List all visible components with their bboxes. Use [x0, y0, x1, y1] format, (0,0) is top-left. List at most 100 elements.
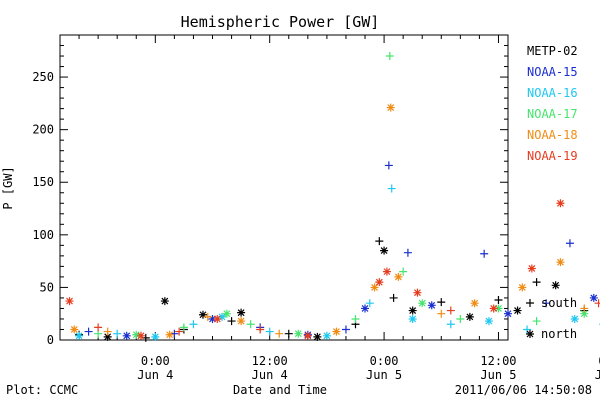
data-point-north [213, 314, 222, 323]
data-point-north [160, 297, 169, 306]
data-point-south [175, 327, 184, 336]
data-point-north [294, 329, 303, 338]
footer-plot-credit: Plot: CCMC [6, 383, 78, 397]
data-point-south [594, 299, 600, 308]
data-point-north [75, 331, 84, 340]
data-point-south [256, 325, 265, 334]
data-point-south [365, 299, 374, 308]
data-point-north [494, 304, 503, 313]
data-point-north [237, 308, 246, 317]
data-point-south [446, 306, 455, 315]
data-point-north [122, 331, 131, 340]
series-metp-02 [75, 237, 589, 342]
x-axis-label: Date and Time [233, 383, 327, 397]
data-point-north [489, 304, 498, 313]
data-point-south [84, 327, 93, 336]
data-point-north [427, 301, 436, 310]
data-point-south [385, 52, 394, 61]
data-point-north [465, 312, 474, 321]
x-tick-label-date: Jun 4 [252, 368, 288, 382]
data-point-north [386, 103, 395, 112]
data-point-south [523, 325, 532, 334]
data-point-south [189, 320, 198, 329]
data-point-south [437, 309, 446, 318]
data-point-south [399, 267, 408, 276]
legend-series-label: NOAA-19 [527, 149, 578, 163]
data-point-south [456, 314, 465, 323]
data-point-north [322, 331, 331, 340]
data-point-north [370, 283, 379, 292]
data-point-north [151, 332, 160, 341]
data-point-north [380, 246, 389, 255]
y-tick-label: 250 [32, 70, 54, 84]
data-point-north [303, 331, 312, 340]
data-point-south [265, 327, 274, 336]
data-point-south [532, 317, 541, 326]
data-point-south [375, 237, 384, 246]
legend-north-marker [526, 330, 534, 338]
legend-series-label: NOAA-16 [527, 86, 578, 100]
x-tick-label-date: Jun 5 [480, 368, 516, 382]
data-point-south [387, 184, 396, 193]
data-point-north [556, 258, 565, 267]
data-point-south [227, 317, 236, 326]
data-point-north [551, 281, 560, 290]
data-point-south [275, 329, 284, 338]
data-point-south [532, 278, 541, 287]
data-point-north [580, 309, 589, 318]
footer-timestamp: 2011/06/06 14:50:08 [455, 383, 592, 397]
data-point-north [518, 283, 527, 292]
data-point-north [332, 327, 341, 336]
data-point-north [382, 267, 391, 276]
data-point-south [179, 323, 188, 332]
legend-series-label: METP-02 [527, 44, 578, 58]
data-point-south [494, 296, 503, 305]
data-point-south [103, 327, 112, 336]
data-point-north [103, 332, 112, 341]
data-point-south [542, 299, 551, 308]
data-point-north [589, 293, 598, 302]
data-point-south [94, 323, 103, 332]
data-point-north [513, 306, 522, 315]
data-point-south [403, 248, 412, 257]
data-point-south [565, 239, 574, 248]
y-tick-label: 50 [40, 280, 54, 294]
chart-title: Hemispheric Power [GW] [181, 13, 380, 31]
data-point-north [65, 297, 74, 306]
x-tick-label-time: 0:00 [370, 354, 399, 368]
series-noaa-18 [70, 103, 589, 339]
data-point-north [237, 317, 246, 326]
data-point-north [470, 299, 479, 308]
legend-marker-label: north [541, 327, 577, 341]
x-tick-label-time: 0:00 [141, 354, 170, 368]
data-point-north [570, 314, 579, 323]
data-point-north [313, 332, 322, 341]
data-point-south [113, 329, 122, 338]
data-point-north [556, 199, 565, 208]
data-point-south [341, 325, 350, 334]
legend-series-label: NOAA-17 [527, 107, 578, 121]
data-point-south [351, 314, 360, 323]
data-point-north [218, 312, 227, 321]
data-point-north [413, 288, 422, 297]
y-tick-label: 150 [32, 175, 54, 189]
x-tick-label-time: 0:00 [598, 354, 600, 368]
y-tick-label: 200 [32, 123, 54, 137]
data-point-north [361, 304, 370, 313]
series-noaa-16 [75, 184, 600, 341]
data-point-north [137, 331, 146, 340]
series-noaa-15 [84, 161, 598, 340]
legend-series-label: NOAA-15 [527, 65, 578, 79]
x-tick-label-date: Jun 6 [595, 368, 600, 382]
data-point-south [437, 298, 446, 307]
legend-marker-label: south [541, 296, 577, 310]
legend-south-marker [526, 299, 534, 307]
data-point-north [408, 306, 417, 315]
data-point-north [375, 278, 384, 287]
data-point-south [203, 312, 212, 321]
data-point-south [446, 320, 455, 329]
data-point-north [527, 264, 536, 273]
data-point-south [389, 293, 398, 302]
